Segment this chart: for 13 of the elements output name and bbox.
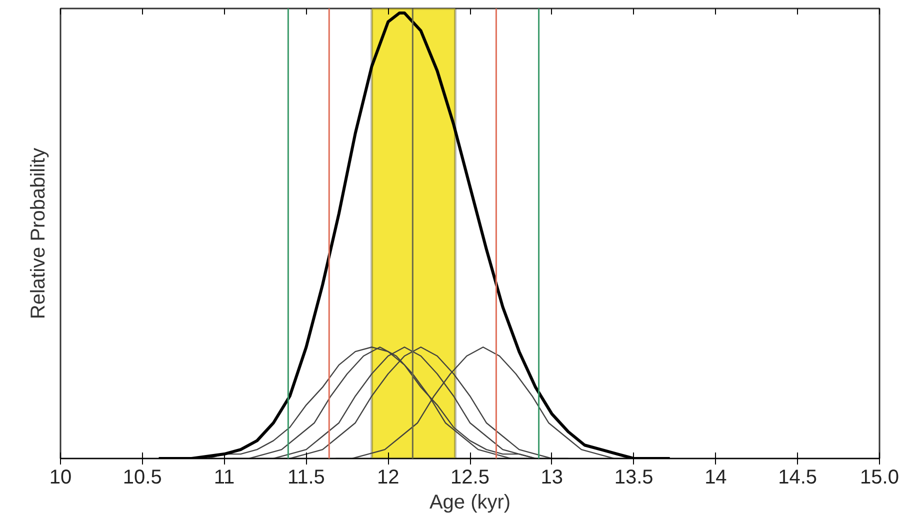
x-tick-label: 13 bbox=[540, 466, 564, 488]
x-tick-label: 15.0 bbox=[860, 466, 899, 488]
x-tick-label: 12 bbox=[376, 466, 400, 488]
x-axis-title: Age (kyr) bbox=[429, 492, 511, 514]
x-tick-label: 11 bbox=[214, 466, 235, 488]
x-tick-label: 14 bbox=[704, 466, 727, 488]
x-tick-label: 10.5 bbox=[122, 466, 162, 488]
x-tick-label: 14.5 bbox=[778, 466, 818, 488]
y-axis-title: Relative Probability bbox=[28, 148, 50, 320]
x-tick-label: 12.5 bbox=[450, 466, 490, 488]
x-tick-label: 11.5 bbox=[287, 466, 325, 488]
x-tick-label: 13.5 bbox=[614, 466, 654, 488]
x-tick-label: 10 bbox=[49, 466, 72, 488]
